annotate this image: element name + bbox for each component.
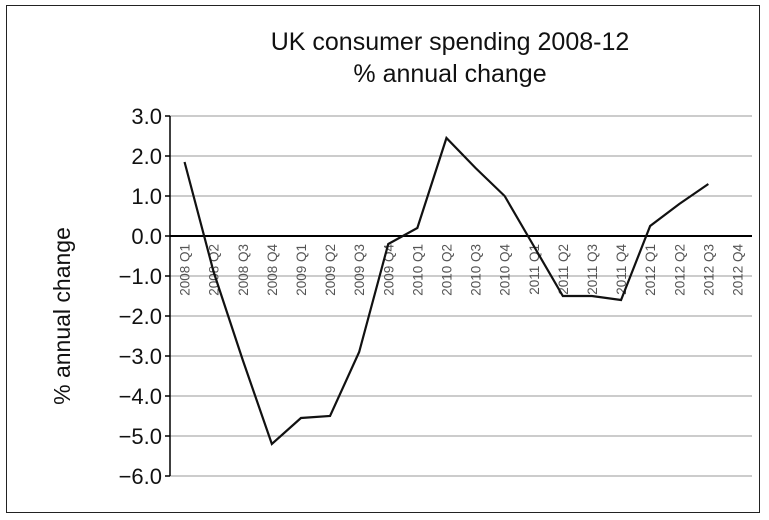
y-axis-label: % annual change bbox=[49, 227, 75, 405]
chart-title: UK consumer spending 2008-12 bbox=[271, 28, 630, 56]
x-tick-label: 2012 Q2 bbox=[672, 244, 687, 296]
x-tick-label: 2012 Q4 bbox=[730, 244, 745, 296]
y-tick-label: −2.0 bbox=[119, 304, 162, 329]
x-tick-label: 2008 Q3 bbox=[236, 244, 251, 296]
y-tick-label: −1.0 bbox=[119, 264, 162, 289]
x-tick-label: 2009 Q2 bbox=[323, 244, 338, 296]
x-tick-label: 2011 Q2 bbox=[556, 244, 571, 295]
chart-frame bbox=[6, 5, 760, 513]
x-tick-label: 2010 Q3 bbox=[469, 244, 484, 296]
x-tick-label: 2009 Q1 bbox=[294, 244, 309, 296]
x-tick-label: 2010 Q2 bbox=[439, 244, 454, 296]
x-tick-label: 2009 Q3 bbox=[352, 244, 367, 296]
y-tick-label: 0.0 bbox=[131, 224, 162, 249]
x-tick-label: 2012 Q1 bbox=[643, 244, 658, 296]
y-tick-label: −5.0 bbox=[119, 424, 162, 449]
y-tick-label: −3.0 bbox=[119, 344, 162, 369]
x-tick-label: 2008 Q4 bbox=[265, 244, 280, 296]
chart-subtitle: % annual change bbox=[353, 60, 546, 88]
y-tick-label: 3.0 bbox=[131, 104, 162, 129]
y-tick-label: −6.0 bbox=[119, 464, 162, 489]
x-tick-label: 2010 Q4 bbox=[498, 244, 513, 296]
y-tick-label: 2.0 bbox=[131, 144, 162, 169]
x-tick-label: 2008 Q1 bbox=[178, 244, 193, 296]
x-tick-label: 2011 Q3 bbox=[585, 244, 600, 295]
y-tick-label: 1.0 bbox=[131, 184, 162, 209]
y-tick-label: −4.0 bbox=[119, 384, 162, 409]
x-tick-label: 2009 Q4 bbox=[381, 244, 396, 296]
x-tick-label: 2010 Q1 bbox=[410, 244, 425, 296]
x-tick-label: 2012 Q3 bbox=[701, 244, 716, 296]
x-tick-label: 2011 Q1 bbox=[527, 244, 542, 295]
x-tick-label: 2011 Q4 bbox=[614, 244, 629, 295]
